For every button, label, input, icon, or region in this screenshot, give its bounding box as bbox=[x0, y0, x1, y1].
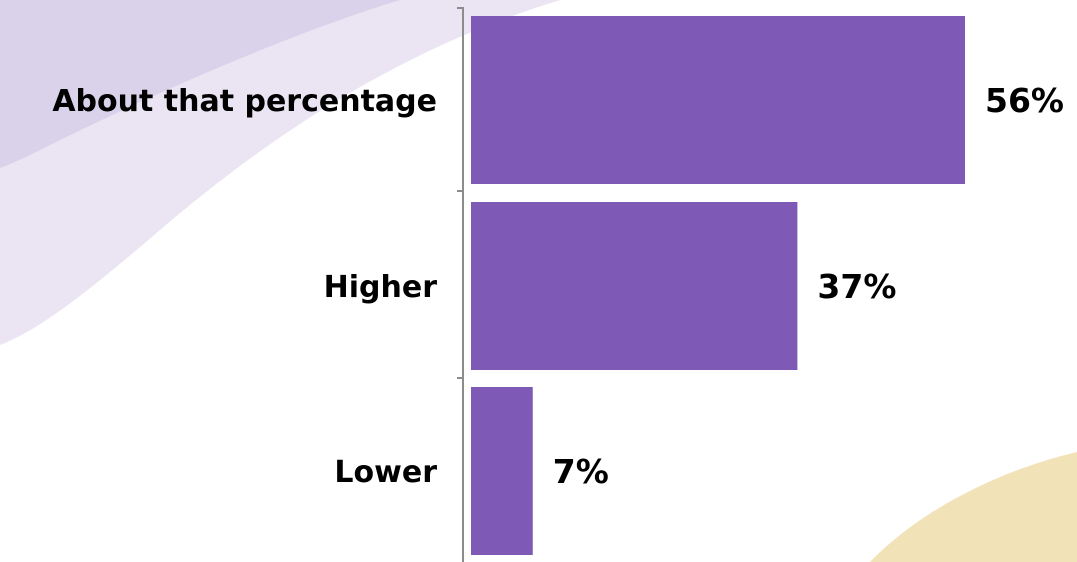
category-label: Lower bbox=[334, 455, 437, 490]
plot-area: About that percentage 56% Higher 37% Lower 7% bbox=[52, 7, 1064, 562]
category-label: Higher bbox=[324, 270, 438, 305]
background-swoosh-gold bbox=[870, 452, 1077, 562]
value-label: 7% bbox=[553, 452, 609, 491]
category-label: About that percentage bbox=[52, 84, 437, 119]
bar bbox=[471, 16, 965, 184]
background-swoosh-mid bbox=[0, 0, 400, 168]
bar bbox=[471, 387, 533, 555]
value-label: 56% bbox=[985, 81, 1064, 120]
bar bbox=[471, 202, 798, 370]
value-label: 37% bbox=[817, 267, 896, 306]
